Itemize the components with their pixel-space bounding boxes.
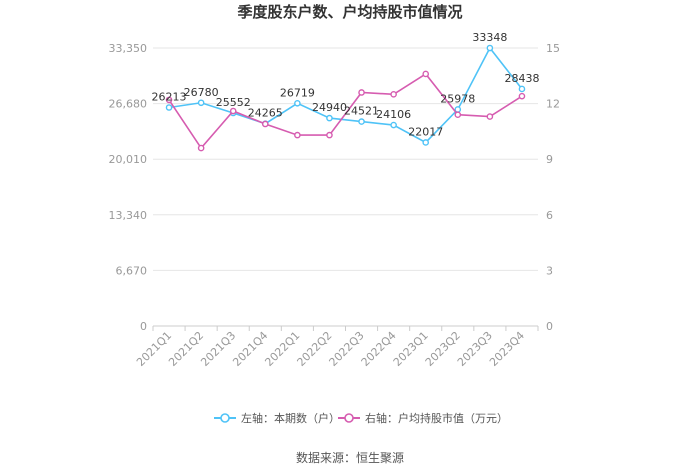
series-2-point xyxy=(422,70,430,78)
series-2-point xyxy=(358,89,365,96)
chart-title: 季度股东户数、户均持股市值情况 xyxy=(237,3,462,21)
y-left-tick-label: 20,010 xyxy=(109,153,148,166)
data-label: 33348 xyxy=(472,31,507,44)
y-right-tick-label: 15 xyxy=(546,42,560,55)
series-2-point xyxy=(229,107,237,115)
series-1-point xyxy=(326,114,333,122)
data-label: 26780 xyxy=(184,86,219,99)
series-2-point xyxy=(518,92,526,100)
y-left-tick-label: 33,350 xyxy=(109,42,148,55)
y-right-tick-label: 9 xyxy=(546,153,553,166)
series-2-point xyxy=(486,113,494,120)
series-group xyxy=(165,44,526,152)
series-1-point xyxy=(294,99,301,107)
x-axis: 2021Q12021Q22021Q32021Q42022Q12022Q22022… xyxy=(134,326,539,369)
y-left-tick-label: 26,680 xyxy=(109,98,148,111)
series-2-point xyxy=(390,91,397,98)
data-label: 26213 xyxy=(152,90,187,103)
y-right-tick-label: 0 xyxy=(546,320,553,333)
series-1-point xyxy=(518,85,526,93)
series-2-point xyxy=(165,96,173,104)
y-right-tick-label: 12 xyxy=(546,98,560,111)
legend-label-2: 右轴：户均持股市值（万元） xyxy=(365,411,508,425)
data-label: 22017 xyxy=(408,125,443,138)
legend-label-1: 左轴：本期数（户） xyxy=(241,411,340,425)
data-label: 25978 xyxy=(440,92,475,105)
source-note: 数据来源：恒生聚源 xyxy=(296,450,404,465)
legend-marker-1 xyxy=(220,413,230,423)
data-label: 24940 xyxy=(312,101,347,114)
series-2-point xyxy=(294,131,301,139)
y-left-tick-label: 0 xyxy=(140,320,147,333)
data-label: 24265 xyxy=(248,107,283,120)
legend[interactable]: 左轴：本期数（户） 右轴：户均持股市值（万元） xyxy=(214,411,508,425)
y-right-tick-label: 6 xyxy=(546,209,553,222)
y-left-tick-label: 13,340 xyxy=(109,209,148,222)
series-line-1 xyxy=(168,46,523,144)
x-tick-label: 2023Q4 xyxy=(487,329,527,369)
legend-marker-2 xyxy=(344,413,354,423)
series-1-point xyxy=(197,99,205,107)
series-1-point xyxy=(422,139,430,146)
series-1-point xyxy=(390,121,397,129)
series-1-point xyxy=(165,104,173,111)
data-label: 25552 xyxy=(216,96,251,109)
data-label: 24521 xyxy=(344,105,379,118)
data-label: 24106 xyxy=(376,108,411,121)
series-2-point xyxy=(197,144,205,152)
y-right-tick-label: 3 xyxy=(546,264,553,277)
y-axis-right: 0 3 6 9 12 15 xyxy=(546,42,560,333)
series-2-point xyxy=(454,111,462,119)
series-1-point xyxy=(358,118,365,125)
series-1-point xyxy=(486,44,494,52)
series-line-2 xyxy=(168,72,523,150)
series-2-point xyxy=(261,120,269,128)
y-axis-left: 0 6,670 13,340 20,010 26,680 33,350 xyxy=(109,42,148,333)
series-2-point xyxy=(326,131,333,139)
data-label: 28438 xyxy=(504,72,539,85)
data-label: 26719 xyxy=(280,86,315,99)
y-left-tick-label: 6,670 xyxy=(116,264,148,277)
